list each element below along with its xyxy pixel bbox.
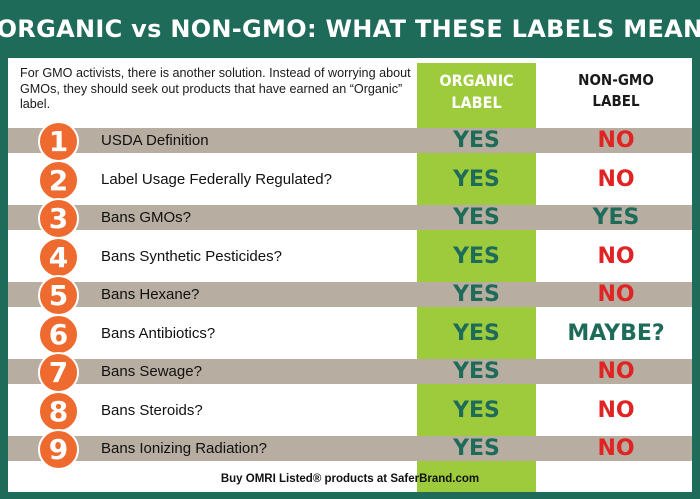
nongmo-answer: NO [597, 359, 635, 384]
row-number-badge: 1 [38, 120, 79, 162]
organic-answer: YES [453, 282, 500, 307]
organic-answer: YES [453, 436, 500, 461]
table-row: Bans GMOs? [8, 205, 692, 230]
table-row: Bans Sewage? [8, 359, 692, 384]
organic-answer: YES [453, 244, 500, 269]
table-row: Label Usage Federally Regulated? [8, 167, 692, 192]
nongmo-answer: NO [597, 398, 635, 423]
organic-answer: YES [453, 167, 500, 192]
footer-text: Buy OMRI Listed® products at SaferBrand.… [220, 473, 480, 485]
table-row: USDA Definition [8, 128, 692, 153]
organic-answer: YES [453, 205, 500, 230]
row-label: Bans Antibiotics? [101, 325, 216, 342]
row-label: Bans Hexane? [101, 286, 200, 303]
row-label: USDA Definition [101, 132, 209, 149]
row-number-badge: 2 [38, 159, 79, 201]
nongmo-answer: YES [592, 205, 640, 230]
row-label: Bans Synthetic Pesticides? [101, 248, 282, 265]
table-row: Bans Synthetic Pesticides? [8, 244, 692, 269]
table-row: Bans Ionizing Radiation? [8, 436, 692, 461]
organic-header-line2: LABEL [451, 93, 502, 112]
organic-answer: YES [453, 128, 500, 153]
organic-answer: YES [453, 359, 500, 384]
nongmo-answer: NO [597, 128, 635, 153]
nongmo-header-line2: LABEL [592, 92, 640, 110]
table-row: Bans Antibiotics? [8, 321, 692, 346]
row-label: Bans Ionizing Radiation? [101, 440, 267, 457]
row-number-badge: 8 [38, 390, 79, 432]
row-number-badge: 3 [38, 197, 79, 239]
nongmo-header-line1: NON-GMO [578, 71, 654, 89]
intro-text: For GMO activists, there is another solu… [20, 66, 411, 111]
nongmo-answer: NO [597, 282, 635, 307]
row-number-badge: 9 [38, 428, 79, 470]
row-number-badge: 7 [38, 351, 79, 393]
nongmo-answer: NO [597, 436, 635, 461]
nongmo-answer: NO [597, 244, 635, 269]
row-number-badge: 4 [38, 236, 79, 278]
comparison-panel: For GMO activists, there is another solu… [8, 58, 692, 492]
table-row: Bans Steroids? [8, 398, 692, 423]
row-number-badge: 6 [38, 313, 79, 355]
nongmo-answer: MAYBE? [567, 321, 665, 346]
row-label: Bans GMOs? [101, 209, 192, 226]
organic-answer: YES [453, 398, 500, 423]
nongmo-answer: NO [597, 167, 635, 192]
organic-answer: YES [453, 321, 500, 346]
organic-header-line1: ORGANIC [439, 71, 514, 90]
organic-label-header: ORGANIC LABEL [417, 70, 536, 114]
nongmo-label-header: NON-GMO LABEL [556, 70, 676, 112]
row-number-badge: 5 [38, 274, 79, 316]
row-label: Label Usage Federally Regulated? [101, 171, 332, 188]
row-label: Bans Steroids? [101, 402, 203, 419]
row-label: Bans Sewage? [101, 363, 202, 380]
table-row: Bans Hexane? [8, 282, 692, 307]
infographic-title: ORGANIC vs NON-GMO: WHAT THESE LABELS ME… [0, 15, 700, 43]
